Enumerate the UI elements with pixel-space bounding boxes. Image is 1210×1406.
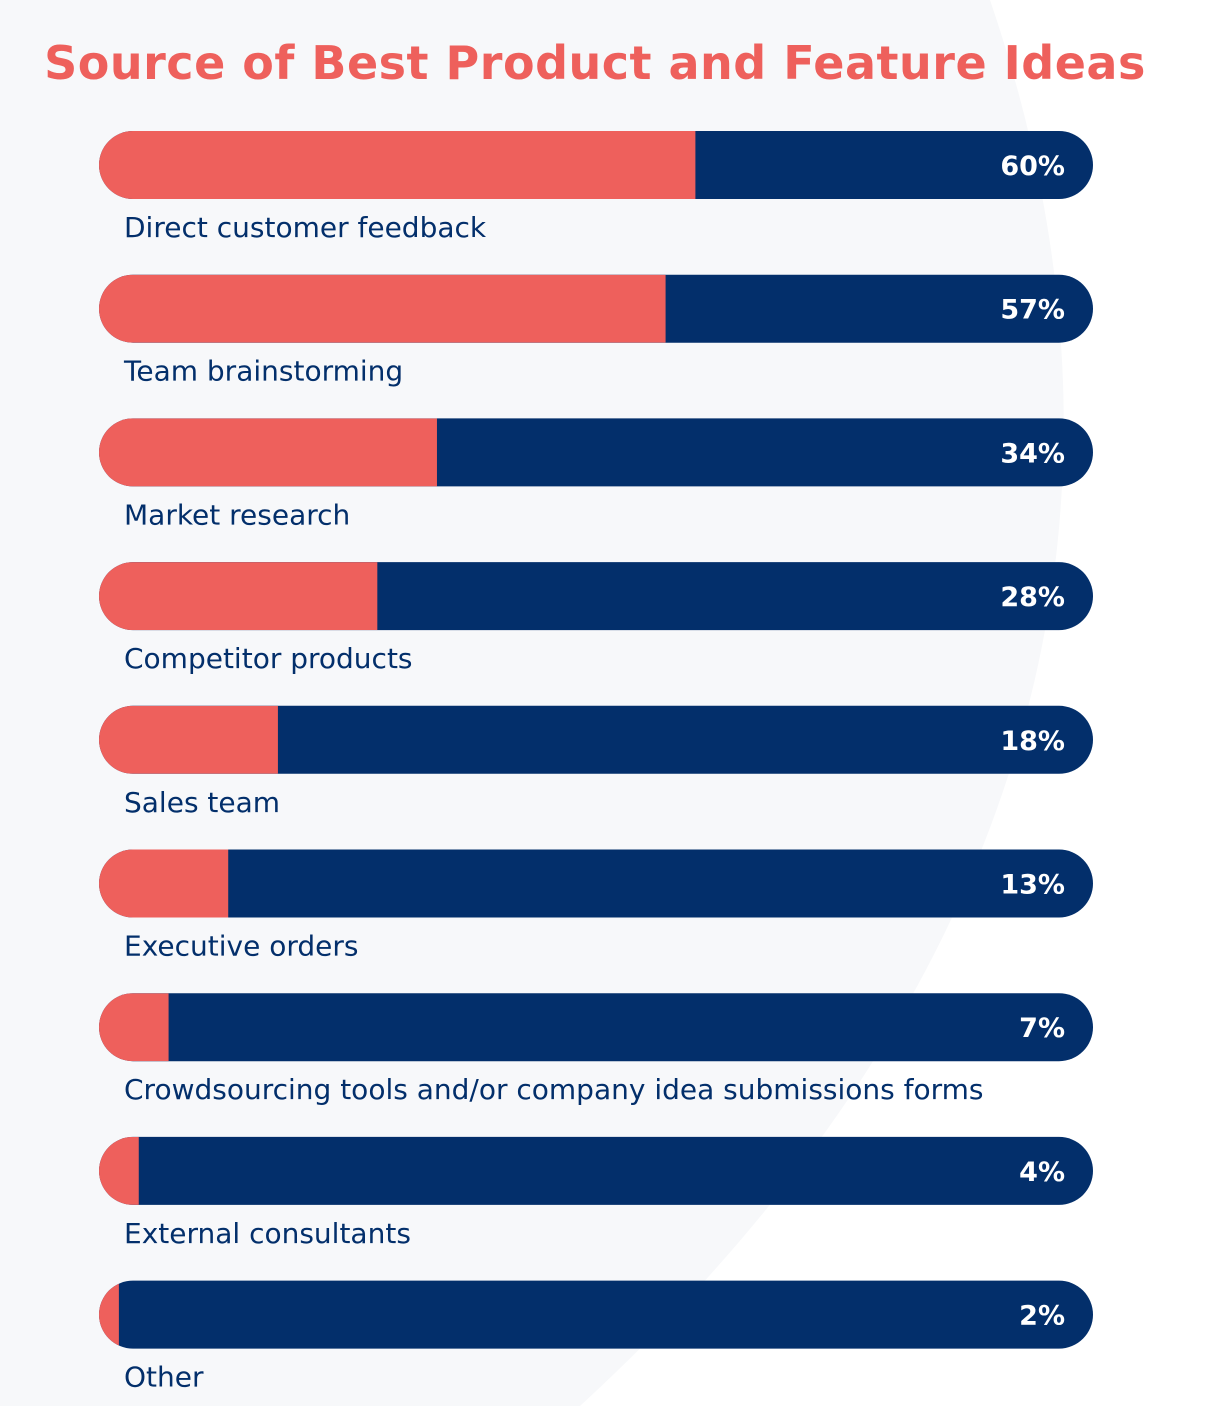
data-label: 2% [1019, 1301, 1065, 1332]
data-label: 7% [1019, 1013, 1065, 1044]
bar-track [99, 1280, 1093, 1349]
bar-fill [99, 1280, 119, 1349]
bar-fill [99, 849, 229, 918]
category-label: Sales team [124, 786, 280, 819]
bar-track [99, 705, 1093, 774]
bar-fill [99, 131, 696, 199]
data-label: 13% [1000, 870, 1065, 901]
data-label: 57% [1000, 295, 1065, 326]
bar-fill [99, 993, 169, 1062]
category-label: Other [124, 1361, 204, 1394]
data-label: 18% [1000, 726, 1065, 757]
category-label: Team brainstorming [123, 355, 403, 388]
bar-track [99, 849, 1093, 918]
bar-track [99, 993, 1093, 1062]
bar-fill [99, 705, 278, 774]
bar-fill [99, 562, 378, 631]
category-label: Market research [124, 498, 350, 531]
bar-track [99, 1136, 1093, 1205]
bar-fill [99, 418, 437, 487]
data-label: 4% [1019, 1157, 1065, 1188]
category-label: Executive orders [124, 930, 358, 963]
category-label: External consultants [124, 1217, 411, 1250]
bar-fill [99, 274, 666, 343]
category-label: Crowdsourcing tools and/or company idea … [124, 1073, 984, 1106]
data-label: 34% [1000, 438, 1065, 469]
data-label: 60% [1000, 151, 1065, 182]
chart-title: Source of Best Product and Feature Ideas [44, 36, 1146, 90]
category-label: Competitor products [124, 642, 413, 675]
data-label: 28% [1000, 582, 1065, 613]
category-label: Direct customer feedback [124, 211, 487, 244]
bar-fill [99, 1136, 139, 1205]
